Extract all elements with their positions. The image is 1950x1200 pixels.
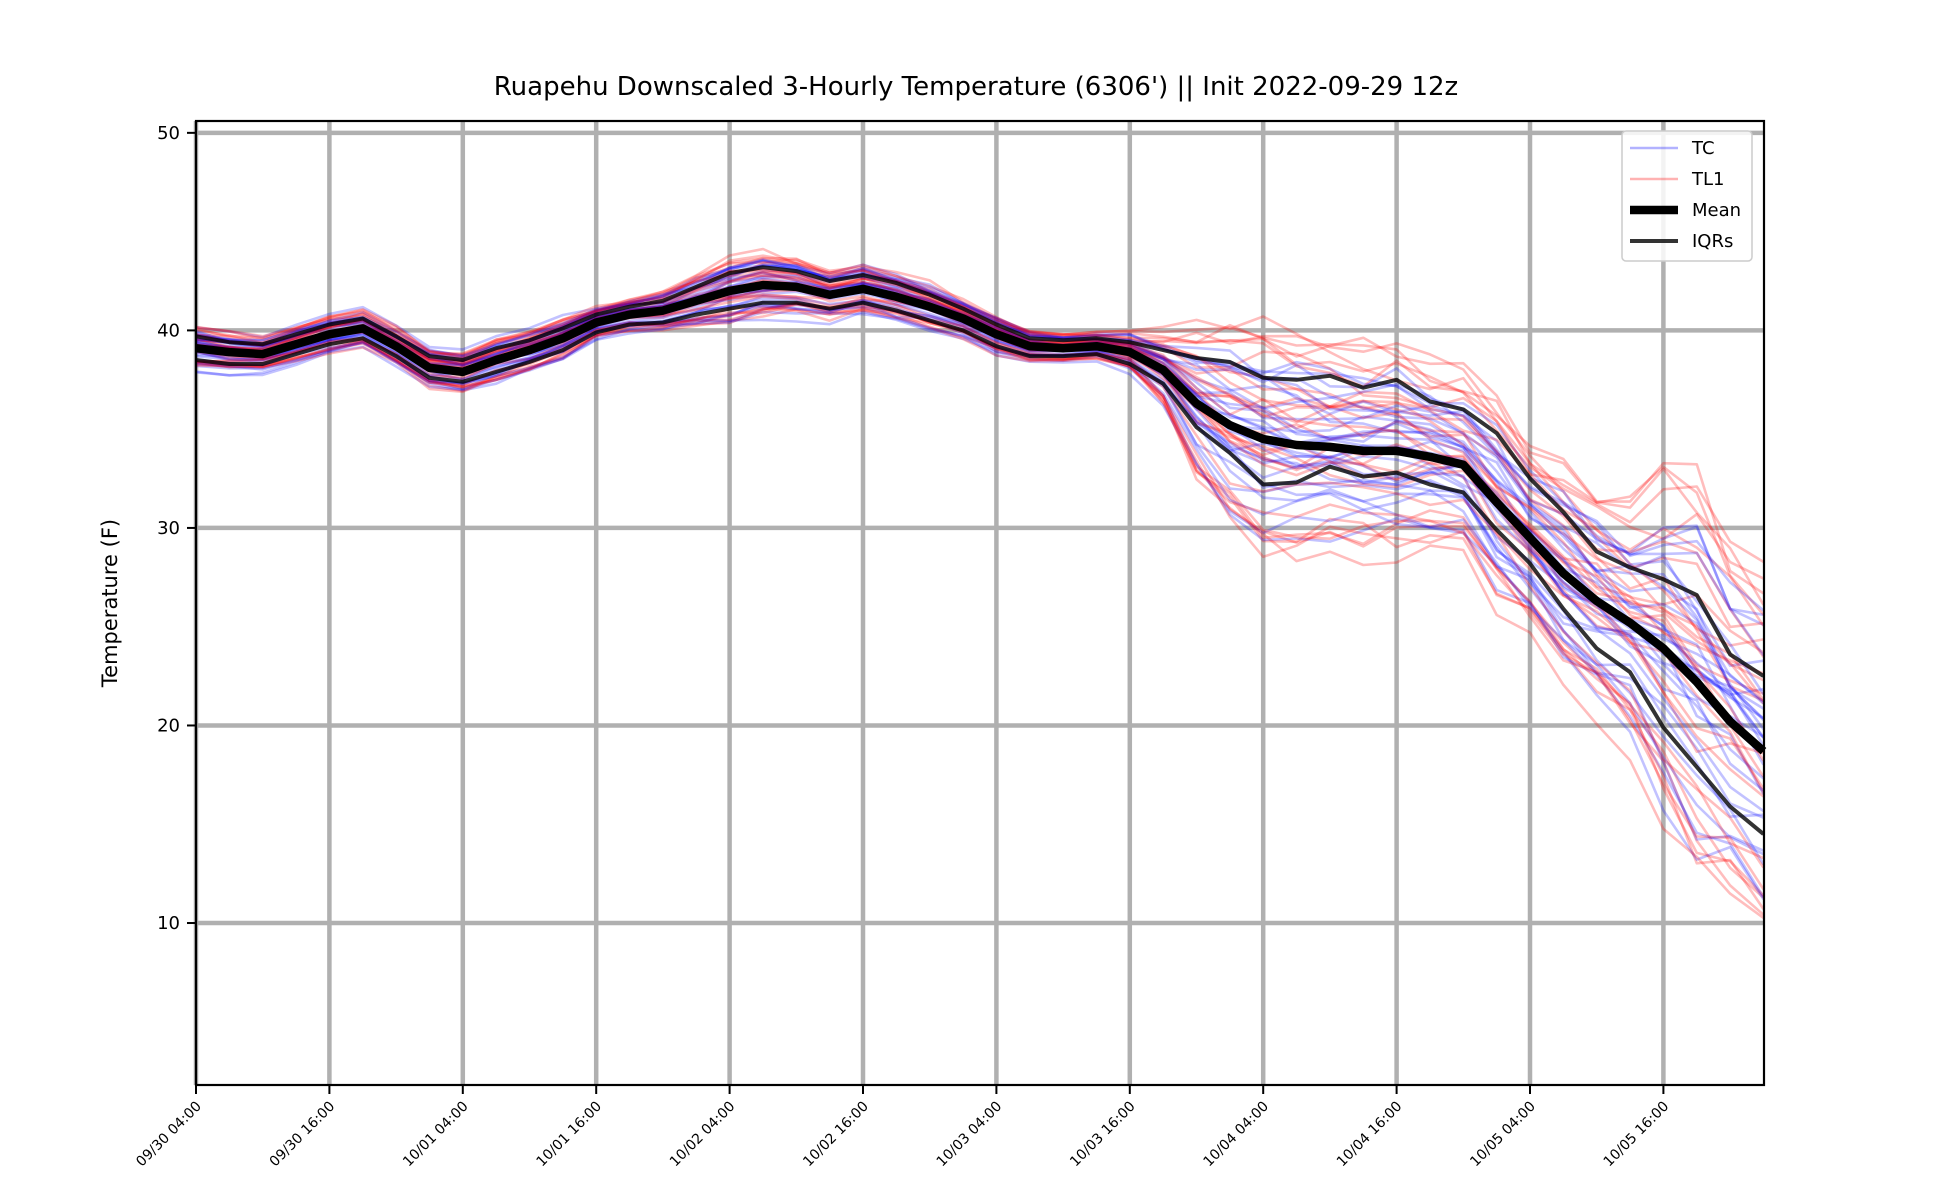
y-tick-label: 30 — [157, 518, 180, 539]
tl1-member-line — [195, 258, 1765, 616]
iqr-lower-line — [195, 300, 1765, 836]
legend-label: IQRs — [1692, 231, 1733, 252]
tl1-member-line — [195, 306, 1765, 899]
legend: TC TL1 Mean IQRs — [1621, 130, 1753, 262]
y-tick-label: 40 — [157, 320, 180, 341]
mean-line — [195, 280, 1767, 755]
tl1-member-line — [195, 301, 1765, 910]
tc-member-line — [195, 301, 1765, 852]
tc-member-line — [195, 259, 1765, 703]
tc-member-line — [195, 262, 1765, 657]
summary-lines — [195, 265, 1767, 836]
tl1-member-line — [195, 261, 1764, 629]
tl1-member-line — [195, 270, 1765, 702]
tl1-member-line — [195, 283, 1764, 675]
tl1-member-line — [195, 270, 1765, 654]
tc-member-line — [195, 259, 1765, 626]
y-tick-label: 50 — [157, 123, 180, 144]
tc-member-line — [195, 300, 1764, 818]
legend-label: Mean — [1692, 200, 1741, 221]
tc-member-line — [195, 271, 1764, 696]
y-tick-label: 10 — [157, 913, 180, 934]
legend-box — [1621, 130, 1753, 262]
y-axis-label: Temperature (F) — [98, 519, 122, 688]
plot-frame — [194, 119, 1766, 1087]
tl1-member-line — [195, 257, 1765, 564]
tl1-member-line — [195, 295, 1765, 869]
tl1-member-line — [195, 306, 1765, 919]
legend-label: TC — [1691, 138, 1715, 159]
tl1-member-line — [195, 254, 1765, 595]
y-tick-label: 20 — [157, 715, 180, 736]
tc-member-line — [195, 310, 1765, 898]
tc-member-line — [195, 259, 1764, 617]
y-axis: 10 20 30 40 50 — [157, 123, 196, 934]
chart-title: Ruapehu Downscaled 3-Hourly Temperature … — [494, 72, 1458, 102]
iqr-upper-line — [195, 265, 1765, 678]
tc-member-line — [195, 271, 1765, 730]
tc-member-line — [195, 299, 1765, 856]
grid-lines — [193, 121, 1764, 1085]
legend-label: TL1 — [1691, 169, 1724, 190]
tc-member-line — [195, 310, 1765, 901]
